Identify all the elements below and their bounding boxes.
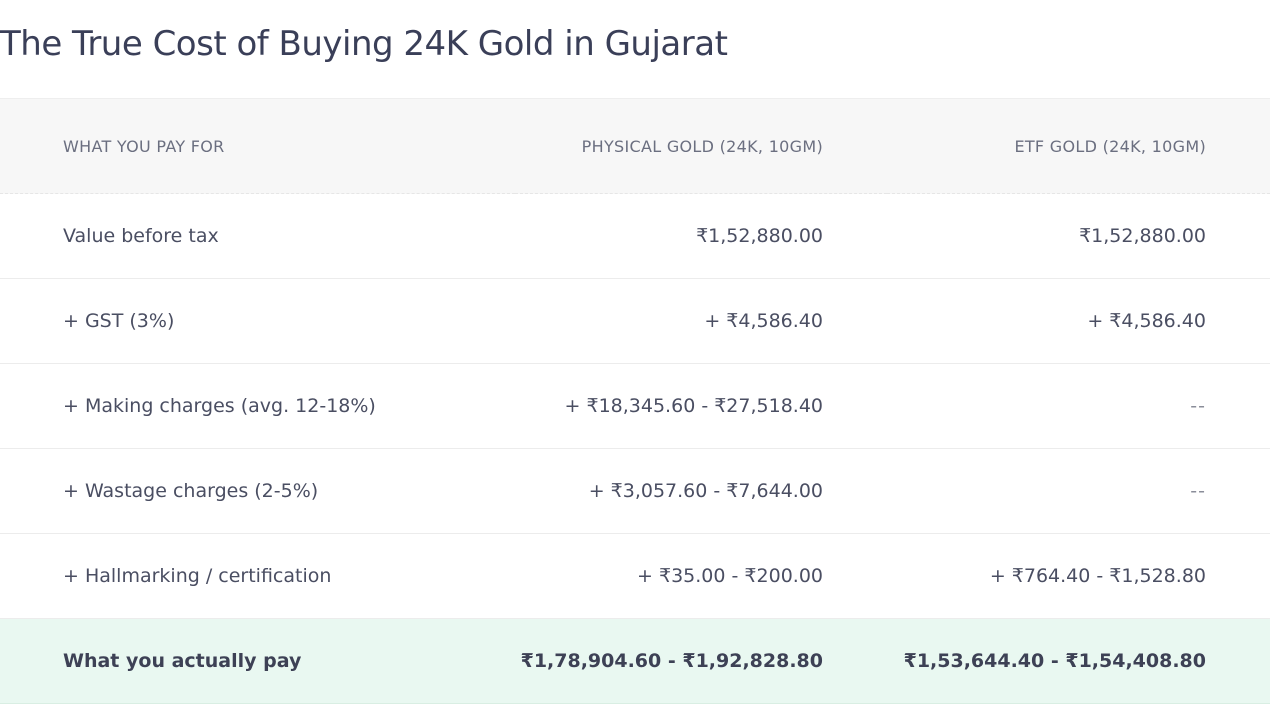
total-row: What you actually pay ₹1,78,904.60 - ₹1,… [0,618,1270,704]
table-row: + Hallmarking / certification + ₹35.00 -… [0,534,1270,619]
table-row: + Wastage charges (2-5%) + ₹3,057.60 - ₹… [0,449,1270,534]
row-label: + Wastage charges (2-5%) [63,480,319,502]
column-header-item: WHAT YOU PAY FOR [0,98,515,194]
etf-gold-value: + ₹764.40 - ₹1,528.80 [989,565,1206,587]
etf-gold-value: ₹1,52,880.00 [1079,225,1206,247]
etf-gold-value: + ₹4,586.40 [1087,310,1206,332]
row-label: + GST (3%) [63,310,175,332]
table-row: + GST (3%) + ₹4,586.40 + ₹4,586.40 [0,279,1270,364]
physical-gold-value: + ₹3,057.60 - ₹7,644.00 [588,480,823,502]
etf-gold-value: -- [1190,395,1206,417]
total-label: What you actually pay [63,650,302,672]
row-label: Value before tax [63,225,219,247]
column-header-physical-gold: PHYSICAL GOLD (24K, 10GM) [515,98,887,194]
physical-gold-value: + ₹18,345.60 - ₹27,518.40 [564,395,823,417]
table-header-row: WHAT YOU PAY FOR PHYSICAL GOLD (24K, 10G… [0,98,1270,194]
physical-gold-value: + ₹4,586.40 [704,310,823,332]
total-physical-gold-value: ₹1,78,904.60 - ₹1,92,828.80 [520,650,823,672]
row-label: + Hallmarking / certification [63,565,332,587]
page-title: The True Cost of Buying 24K Gold in Guja… [0,24,728,64]
row-label: + Making charges (avg. 12-18%) [63,395,376,417]
column-header-etf-gold: ETF GOLD (24K, 10GM) [887,98,1270,194]
etf-gold-value: -- [1190,480,1206,502]
table-row: + Making charges (avg. 12-18%) + ₹18,345… [0,364,1270,449]
physical-gold-value: ₹1,52,880.00 [696,225,823,247]
table-row: Value before tax ₹1,52,880.00 ₹1,52,880.… [0,194,1270,279]
physical-gold-value: + ₹35.00 - ₹200.00 [637,565,823,587]
total-etf-gold-value: ₹1,53,644.40 - ₹1,54,408.80 [903,650,1206,672]
cost-comparison-table: WHAT YOU PAY FOR PHYSICAL GOLD (24K, 10G… [0,98,1270,704]
